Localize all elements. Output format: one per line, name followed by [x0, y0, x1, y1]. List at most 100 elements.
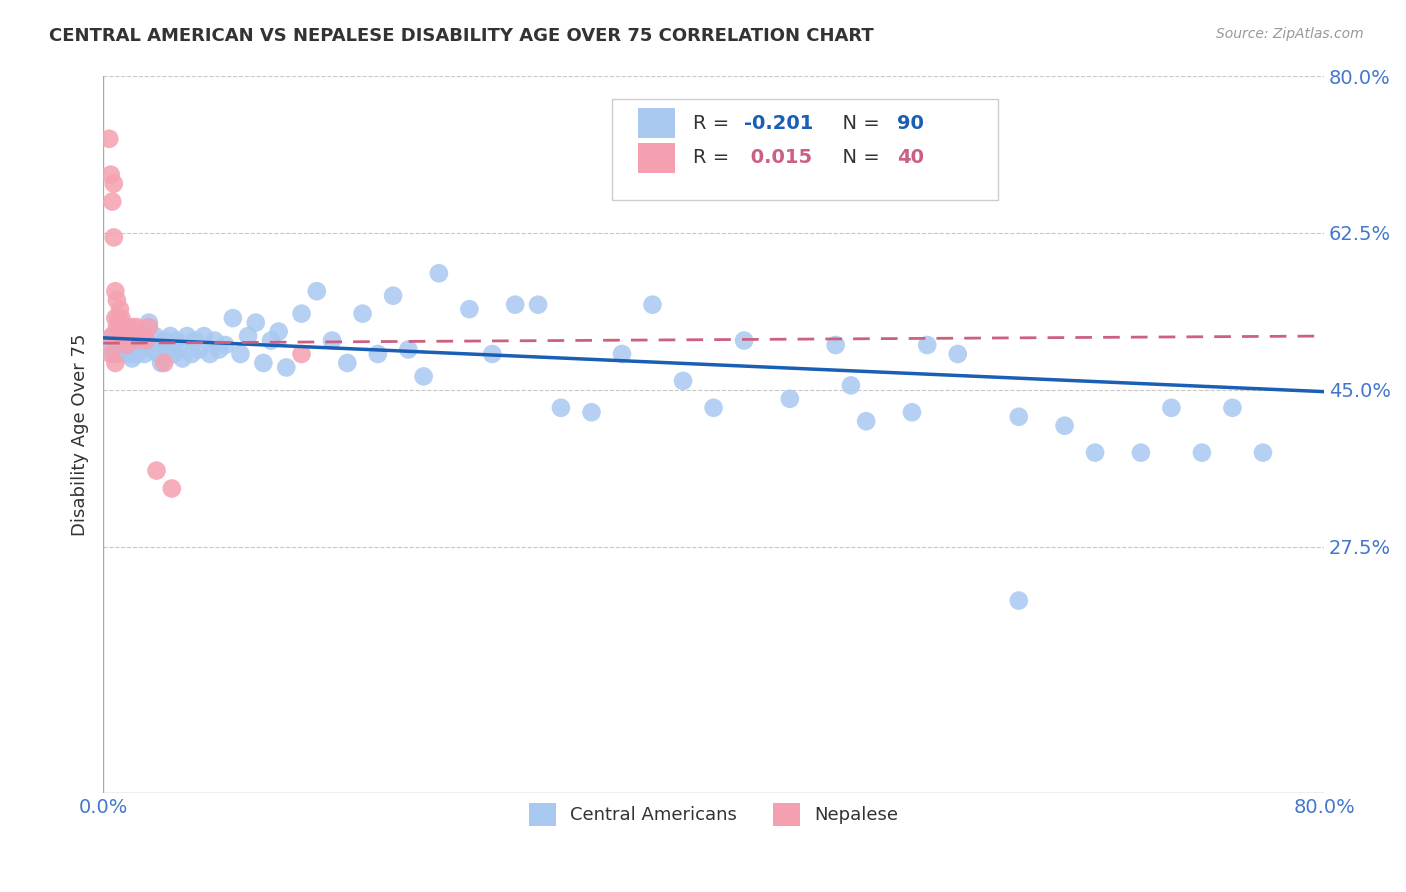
- Point: [367, 347, 389, 361]
- FancyBboxPatch shape: [612, 99, 998, 200]
- Point: [290, 307, 312, 321]
- Point: [141, 343, 163, 357]
- Text: R =: R =: [693, 148, 735, 168]
- Point: [103, 230, 125, 244]
- Point: [114, 329, 136, 343]
- Point: [176, 329, 198, 343]
- Point: [229, 347, 252, 361]
- Text: -0.201: -0.201: [744, 114, 814, 133]
- Point: [115, 338, 138, 352]
- FancyBboxPatch shape: [638, 108, 675, 138]
- Point: [110, 347, 132, 361]
- Point: [188, 343, 211, 357]
- Point: [104, 311, 127, 326]
- Point: [118, 329, 141, 343]
- Point: [101, 329, 124, 343]
- Point: [236, 329, 259, 343]
- Point: [193, 329, 215, 343]
- Point: [204, 334, 226, 348]
- Point: [134, 347, 156, 361]
- Point: [581, 405, 603, 419]
- Point: [336, 356, 359, 370]
- Point: [138, 316, 160, 330]
- Point: [114, 343, 136, 357]
- Point: [412, 369, 434, 384]
- Text: N =: N =: [830, 114, 886, 133]
- Point: [1191, 445, 1213, 459]
- Point: [101, 329, 124, 343]
- Point: [214, 338, 236, 352]
- Point: [101, 194, 124, 209]
- Point: [321, 334, 343, 348]
- Text: 90: 90: [897, 114, 924, 133]
- Point: [115, 329, 138, 343]
- Point: [180, 347, 202, 361]
- Point: [104, 356, 127, 370]
- Point: [107, 338, 129, 352]
- Point: [779, 392, 801, 406]
- Point: [127, 334, 149, 348]
- Point: [121, 320, 143, 334]
- Point: [610, 347, 633, 361]
- Point: [135, 334, 157, 348]
- Point: [114, 320, 136, 334]
- Point: [125, 320, 148, 334]
- Point: [290, 347, 312, 361]
- Point: [108, 302, 131, 317]
- Point: [276, 360, 298, 375]
- Point: [104, 334, 127, 348]
- Point: [481, 347, 503, 361]
- Point: [128, 343, 150, 357]
- Point: [146, 347, 169, 361]
- Point: [150, 356, 173, 370]
- Point: [901, 405, 924, 419]
- Text: R =: R =: [693, 114, 735, 133]
- Point: [1222, 401, 1244, 415]
- Point: [252, 356, 274, 370]
- Text: 0.015: 0.015: [744, 148, 813, 168]
- Point: [503, 298, 526, 312]
- Point: [108, 329, 131, 343]
- Point: [100, 347, 122, 361]
- Point: [124, 329, 146, 343]
- Point: [120, 329, 142, 343]
- Point: [672, 374, 695, 388]
- Point: [458, 302, 481, 317]
- Point: [117, 320, 139, 334]
- Point: [105, 293, 128, 308]
- Text: Source: ZipAtlas.com: Source: ZipAtlas.com: [1216, 27, 1364, 41]
- Point: [733, 334, 755, 348]
- Point: [122, 338, 145, 352]
- Point: [1160, 401, 1182, 415]
- Point: [160, 482, 183, 496]
- Point: [153, 334, 176, 348]
- Point: [1251, 445, 1274, 459]
- Point: [260, 334, 283, 348]
- Point: [172, 351, 194, 366]
- Point: [1084, 445, 1107, 459]
- Point: [703, 401, 725, 415]
- Point: [111, 320, 134, 334]
- Point: [98, 132, 121, 146]
- Point: [135, 334, 157, 348]
- Point: [183, 334, 205, 348]
- Point: [169, 343, 191, 357]
- Point: [305, 284, 328, 298]
- Point: [103, 347, 125, 361]
- Point: [162, 347, 184, 361]
- Point: [427, 266, 450, 280]
- Point: [222, 311, 245, 326]
- Point: [107, 311, 129, 326]
- Point: [1053, 418, 1076, 433]
- Point: [120, 325, 142, 339]
- Text: 40: 40: [897, 148, 924, 168]
- Point: [156, 343, 179, 357]
- Point: [100, 168, 122, 182]
- Point: [129, 338, 152, 352]
- Point: [128, 329, 150, 343]
- Point: [105, 320, 128, 334]
- Point: [103, 177, 125, 191]
- Point: [111, 334, 134, 348]
- Point: [208, 343, 231, 357]
- Point: [122, 334, 145, 348]
